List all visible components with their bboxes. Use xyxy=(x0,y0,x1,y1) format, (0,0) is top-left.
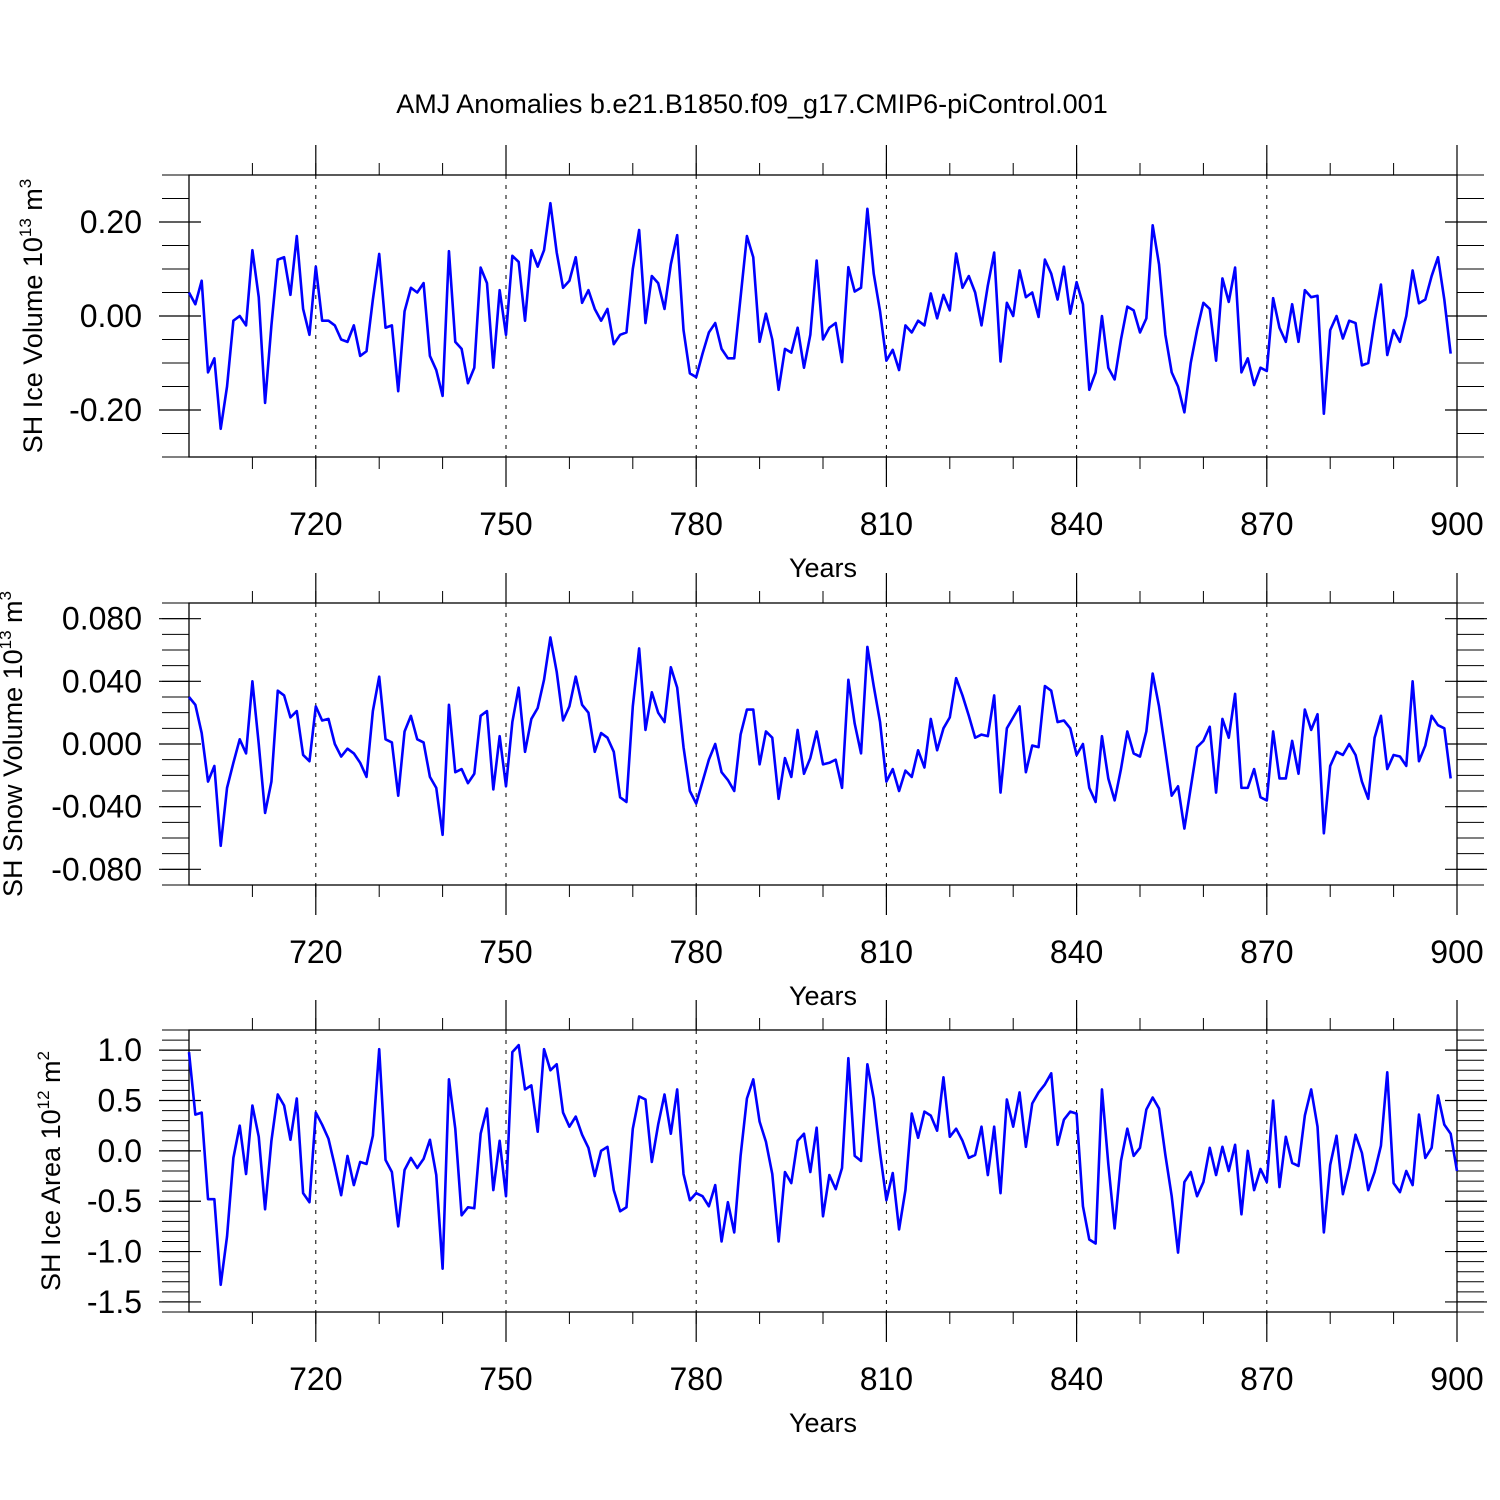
y-axis-title-exponent: 13 xyxy=(0,630,15,649)
x-tick-label: 780 xyxy=(670,934,723,970)
x-tick-label: 810 xyxy=(860,934,913,970)
y-axis-title: SH Ice Volume 1013 m3 xyxy=(16,179,48,454)
x-tick-label: 870 xyxy=(1240,506,1293,542)
y-tick-label: -0.080 xyxy=(51,851,142,887)
x-tick-label: 720 xyxy=(289,1361,342,1397)
y-tick-label: -0.5 xyxy=(87,1183,142,1219)
x-tick-label: 840 xyxy=(1050,934,1103,970)
x-tick-label: 750 xyxy=(479,934,532,970)
plot-frame xyxy=(188,174,1458,458)
y-tick-label: 0.0 xyxy=(98,1133,142,1169)
y-tick-label: 0.5 xyxy=(98,1083,142,1119)
y-axis-title-exponent: 13 xyxy=(16,218,35,237)
chart-panel-1: -0.20 0.00 0.20 720 750 780 810 840 870 900 Years S… xyxy=(16,145,1487,583)
x-tick-label: 840 xyxy=(1050,506,1103,542)
x-tick-label: 900 xyxy=(1430,506,1483,542)
y-tick-label: 0.040 xyxy=(62,663,142,699)
data-series-line xyxy=(187,1043,1459,1287)
y-tick-label: 0.080 xyxy=(62,601,142,637)
x-tick-label: 750 xyxy=(479,506,532,542)
y-axis-title: SH Ice Area 1012 m2 xyxy=(34,1051,66,1291)
x-axis-title: Years xyxy=(789,1408,857,1438)
data-series-line xyxy=(187,636,1452,848)
y-axis-title: SH Snow Volume 1013 m3 xyxy=(0,591,28,897)
y-axis-title-unit-exponent: 2 xyxy=(34,1051,53,1060)
x-tick-label: 840 xyxy=(1050,1361,1103,1397)
x-tick-label: 720 xyxy=(289,506,342,542)
figure-title: AMJ Anomalies b.e21.B1850.f09_g17.CMIP6-… xyxy=(396,89,1107,119)
x-tick-label: 750 xyxy=(479,1361,532,1397)
y-axis-title-exponent: 12 xyxy=(34,1090,53,1109)
x-tick-label: 810 xyxy=(860,506,913,542)
x-tick-label: 780 xyxy=(670,506,723,542)
y-axis-title-unit: m xyxy=(36,1060,66,1090)
y-axis-title-unit-exponent: 3 xyxy=(16,179,35,188)
x-axis-title: Years xyxy=(789,981,857,1011)
y-axis-title-unit: m xyxy=(18,188,48,218)
y-axis-title-unit-exponent: 3 xyxy=(0,591,15,600)
x-tick-label: 780 xyxy=(670,1361,723,1397)
x-tick-label: 810 xyxy=(860,1361,913,1397)
y-tick-label: -1.0 xyxy=(87,1234,142,1270)
x-tick-label: 900 xyxy=(1430,934,1483,970)
y-tick-label: 0.20 xyxy=(80,204,142,240)
y-axis-title-main: SH Snow Volume 10 xyxy=(0,649,28,897)
chart-panel-3: -1.5 -1.0 -0.5 0.0 0.5 1.0 720 750 780 810 840 870 9… xyxy=(34,1000,1487,1438)
y-axis-title-unit: m xyxy=(0,600,28,630)
chart-panels: -0.20 0.00 0.20 720 750 780 810 840 870 900 Years S… xyxy=(0,145,1487,1438)
chart-panel-2: -0.080 -0.040 0.000 0.040 0.080 720 750 780 810 8… xyxy=(0,573,1487,1011)
plot-frame xyxy=(188,602,1458,886)
data-series-line xyxy=(187,201,1452,431)
y-tick-label: 1.0 xyxy=(98,1032,142,1068)
y-tick-label: -0.040 xyxy=(51,789,142,825)
x-tick-label: 870 xyxy=(1240,934,1293,970)
y-tick-label: -0.20 xyxy=(69,392,142,428)
x-tick-label: 870 xyxy=(1240,1361,1293,1397)
y-axis-title-main: SH Ice Volume 10 xyxy=(18,237,48,453)
y-axis-title-main: SH Ice Area 10 xyxy=(36,1109,66,1291)
x-tick-label: 720 xyxy=(289,934,342,970)
x-tick-label: 900 xyxy=(1430,1361,1483,1397)
y-tick-label: -1.5 xyxy=(87,1284,142,1320)
x-axis-title: Years xyxy=(789,553,857,583)
y-tick-label: 0.00 xyxy=(80,298,142,334)
y-tick-label: 0.000 xyxy=(62,726,142,762)
